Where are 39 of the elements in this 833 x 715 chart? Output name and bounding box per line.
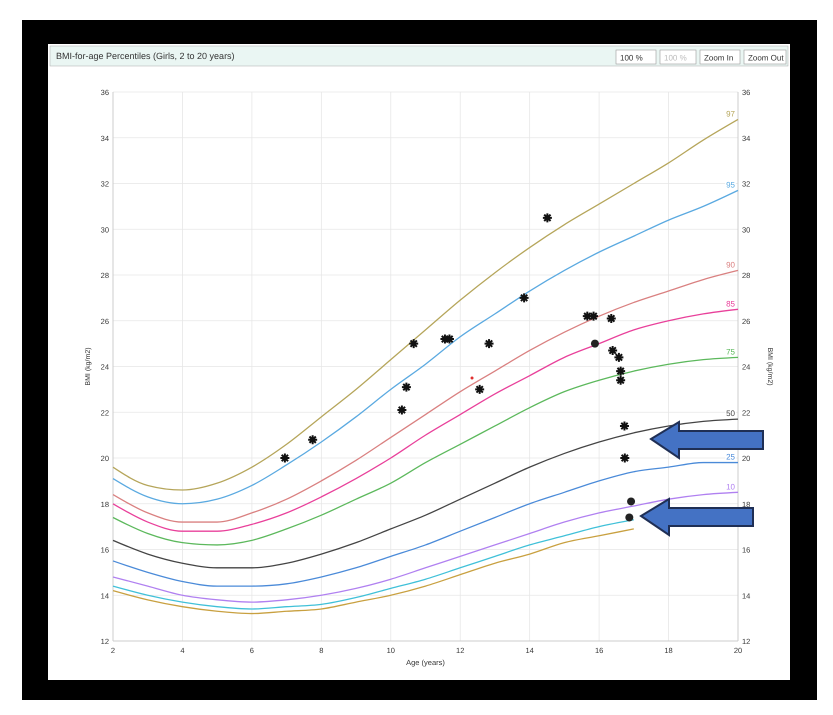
point	[615, 374, 626, 386]
point	[627, 497, 636, 506]
toolbar: 100 % 100 % Zoom In Zoom Out	[616, 50, 786, 64]
series-label: 97	[726, 109, 736, 118]
point	[588, 310, 600, 322]
series-label: 25	[726, 452, 736, 462]
line-series	[112, 118, 739, 491]
point	[613, 352, 624, 363]
point	[619, 452, 630, 464]
series-label: 90	[726, 260, 736, 270]
line-series	[112, 356, 739, 546]
series-label: 10	[726, 482, 736, 492]
series-label: 85	[726, 299, 736, 308]
point	[590, 340, 599, 348]
point	[607, 344, 618, 356]
point	[470, 376, 474, 380]
line-series	[112, 270, 739, 523]
series-label: 50	[726, 409, 736, 418]
point	[408, 338, 420, 350]
point	[606, 312, 617, 324]
line-series	[112, 190, 739, 504]
series-label: 95	[726, 180, 736, 190]
line-series	[112, 492, 739, 603]
point	[542, 212, 553, 224]
point	[484, 338, 495, 350]
point	[474, 384, 486, 395]
point	[518, 292, 530, 304]
point	[307, 434, 318, 446]
line-series	[112, 308, 739, 532]
point	[615, 366, 626, 377]
line-series	[112, 462, 739, 587]
point	[396, 404, 408, 416]
point	[279, 452, 290, 464]
chart-title: BMI-for-age Percentiles (Girls, 2 to 20 years)	[56, 51, 235, 61]
line-series	[112, 418, 739, 568]
point	[618, 420, 630, 432]
series-label: 75	[726, 347, 736, 356]
point	[400, 382, 412, 393]
point	[625, 513, 634, 522]
